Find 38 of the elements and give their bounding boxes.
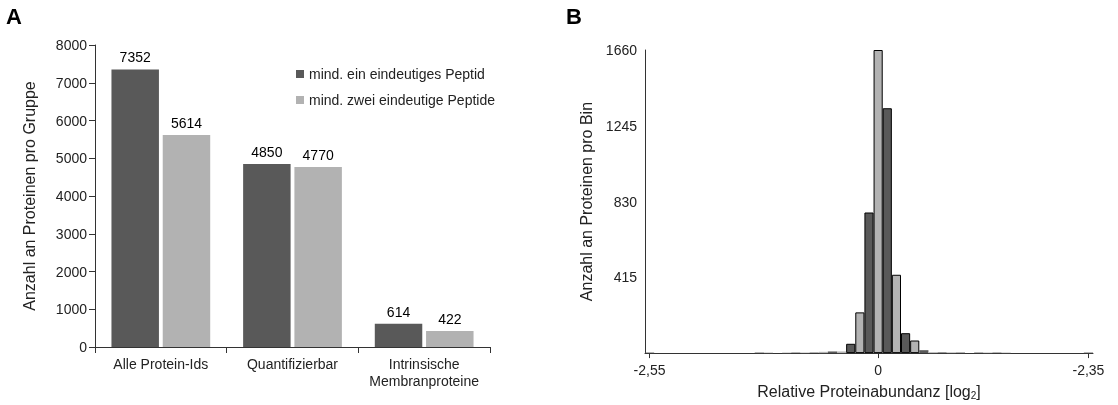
x-tick-label: Intrinsische Membranproteine xyxy=(369,355,480,389)
x-tick-label: -2,35 xyxy=(1072,361,1105,378)
legend-label: mind. zwei eindeutige Peptide xyxy=(308,92,496,108)
y-tick-label: 5000 xyxy=(55,150,88,167)
data-label: 7352 xyxy=(119,49,151,66)
y-tick-label: 4000 xyxy=(55,188,88,204)
data-label: 4770 xyxy=(302,146,334,163)
y-tick-label: 8000 xyxy=(55,37,88,53)
x-tick-label: -2,55 xyxy=(633,361,666,378)
y-tick-label: 2000 xyxy=(55,263,88,280)
chart-title: B xyxy=(566,4,582,30)
y-tick-label: 7000 xyxy=(55,74,88,91)
data-label: 422 xyxy=(438,311,462,328)
bar xyxy=(294,166,342,347)
data-label: 5614 xyxy=(170,115,203,132)
bar xyxy=(111,69,159,347)
bar xyxy=(426,331,474,347)
y-tick-label: 0 xyxy=(79,339,88,355)
y-tick-label: 830 xyxy=(613,193,638,210)
chart-title: A xyxy=(6,4,22,30)
y-tick-label: 6000 xyxy=(55,112,88,129)
y-tick-label: 1000 xyxy=(55,301,88,318)
x-tick-label: Quantifizierbar xyxy=(246,355,339,372)
bar xyxy=(374,323,423,347)
y-tick-label: 415 xyxy=(613,269,638,286)
x-tick-label: 0 xyxy=(874,361,883,378)
bar xyxy=(243,163,291,347)
data-label: 614 xyxy=(386,303,411,320)
y-tick-label: 1660 xyxy=(605,42,638,58)
x-tick-label: Alle Protein-Ids xyxy=(113,355,209,372)
y-axis-title: Anzahl an Proteinen pro Gruppe xyxy=(20,81,38,311)
bar xyxy=(919,350,929,354)
bar xyxy=(162,135,211,347)
y-tick-label: 1245 xyxy=(605,117,638,134)
y-axis-title: Anzahl an Proteinen pro Bin xyxy=(578,101,596,302)
data-label: 4850 xyxy=(251,143,283,160)
legend-label: mind. ein eindeutiges Peptid xyxy=(308,66,485,82)
y-tick-label: 3000 xyxy=(55,225,88,242)
